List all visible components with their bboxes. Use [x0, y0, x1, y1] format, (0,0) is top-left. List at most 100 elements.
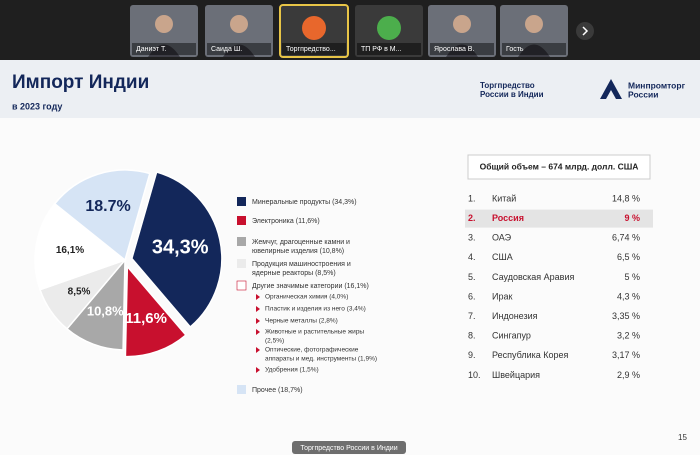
legend-swatch [237, 216, 246, 225]
share: 3,2 % [617, 331, 640, 341]
country: ОАЭ [492, 233, 512, 243]
name-bg [282, 43, 346, 55]
rank: 3. [468, 233, 476, 243]
rank: 10. [468, 370, 481, 380]
legend-label: ювелирные изделия (10,8%) [252, 248, 344, 255]
caption-box [292, 441, 406, 454]
participant-name: Саида Ш. [211, 46, 242, 53]
person-head [453, 15, 471, 33]
person-body [446, 44, 478, 57]
legend-label: Электроника (11,6%) [252, 218, 320, 225]
slice-label: 10,8% [87, 304, 124, 319]
next-button[interactable] [576, 22, 594, 40]
person-body [223, 44, 255, 57]
name-bg [357, 43, 421, 55]
detail-label: Удобрения (1,5%) [265, 366, 319, 374]
avatar [302, 16, 326, 40]
rank: 4. [468, 252, 476, 262]
slide-subtitle: в 2023 году [12, 101, 62, 111]
share: 2,9 % [617, 370, 640, 380]
share: 14,8 % [612, 193, 640, 203]
bullet [256, 347, 260, 353]
slice-label: 8,5% [68, 286, 91, 297]
rank: 1. [468, 193, 476, 203]
share: 9 % [624, 213, 640, 223]
share: 3,17 % [612, 350, 640, 360]
person-head [525, 15, 543, 33]
detail-label: Оптические, фотографические [265, 347, 359, 354]
rank: 8. [468, 331, 476, 341]
org-right: Минпромторг [628, 80, 686, 90]
name-bg [502, 43, 566, 55]
country: Швейцария [492, 370, 540, 380]
detail-label: Органическая химия (4,0%) [265, 294, 348, 301]
country: Индонезия [492, 311, 538, 321]
detail-label: Черные металлы (2,8%) [265, 318, 338, 325]
share: 5 % [624, 272, 640, 282]
detail-label: Животные и растительные жиры [265, 329, 364, 336]
pie-slice [34, 202, 127, 291]
pie-slice [124, 264, 187, 358]
rank: 2. [468, 213, 476, 223]
share: 4,3 % [617, 291, 640, 301]
caption: Торгпредство России в Индии [300, 445, 397, 452]
bullet [256, 367, 260, 373]
name-bg [207, 43, 271, 55]
participant-bar [0, 0, 700, 60]
name-bg [132, 43, 196, 55]
rank: 6. [468, 291, 476, 301]
legend-label: Продукция машиностроения и [252, 261, 351, 268]
slide-title: Импорт Индии [12, 72, 149, 93]
legend-label: Прочее (18,7%) [252, 387, 303, 394]
next-icon [582, 26, 589, 36]
legend-swatch [237, 197, 246, 206]
legend-label: ядерные реакторы (8,5%) [252, 270, 336, 277]
slice-label: 11,6% [125, 310, 167, 327]
legend-label: Минеральные продукты (34,3%) [252, 199, 357, 206]
bullet [256, 306, 260, 312]
legend-swatch [237, 237, 246, 246]
legend-swatch [236, 280, 247, 291]
participant-name: Гость [506, 46, 524, 53]
person-body [518, 44, 550, 57]
country: США [492, 252, 513, 262]
bullet [256, 294, 260, 300]
person-body [148, 44, 180, 57]
page-number: 15 [678, 433, 687, 442]
country: Сингапур [492, 331, 531, 341]
legend-label: Другие значимые категории (16,1%) [252, 283, 369, 290]
rank: 9. [468, 350, 476, 360]
country: Республика Корея [492, 350, 569, 360]
slice-label: 34,3% [152, 236, 209, 258]
detail-label: Пластик и изделия из него (3,4%) [265, 306, 366, 313]
participant-name: Ярослава В. [434, 46, 474, 53]
bullet [256, 318, 260, 324]
avatar [377, 16, 401, 40]
share: 6,74 % [612, 233, 640, 243]
highlight-row [465, 209, 653, 228]
rank: 5. [468, 272, 476, 282]
pie-slice [53, 169, 151, 262]
slide-header [0, 60, 700, 118]
legend-swatch [237, 259, 246, 268]
country: Ирак [492, 291, 512, 301]
participant-name: ТП РФ в М... [361, 46, 401, 53]
participant-name: Торгпредство... [286, 46, 336, 53]
detail-label: (2,5%) [265, 338, 284, 345]
org-left: Торгпредство [480, 81, 535, 90]
slice-label: 16,1% [56, 245, 84, 256]
pie-slice [131, 171, 223, 328]
share: 6,5 % [617, 252, 640, 262]
legend-label: Жемчуг, драгоценные камни и [252, 239, 350, 246]
rank: 7. [468, 311, 476, 321]
person-head [230, 15, 248, 33]
name-bg [430, 43, 494, 55]
bullet [256, 329, 260, 335]
country: Китай [492, 193, 516, 203]
participant-name: Даниэт Т. [136, 46, 166, 53]
org-left: России в Индии [480, 90, 544, 99]
country: Россия [492, 213, 524, 223]
slice-label: 18.7% [85, 198, 130, 215]
